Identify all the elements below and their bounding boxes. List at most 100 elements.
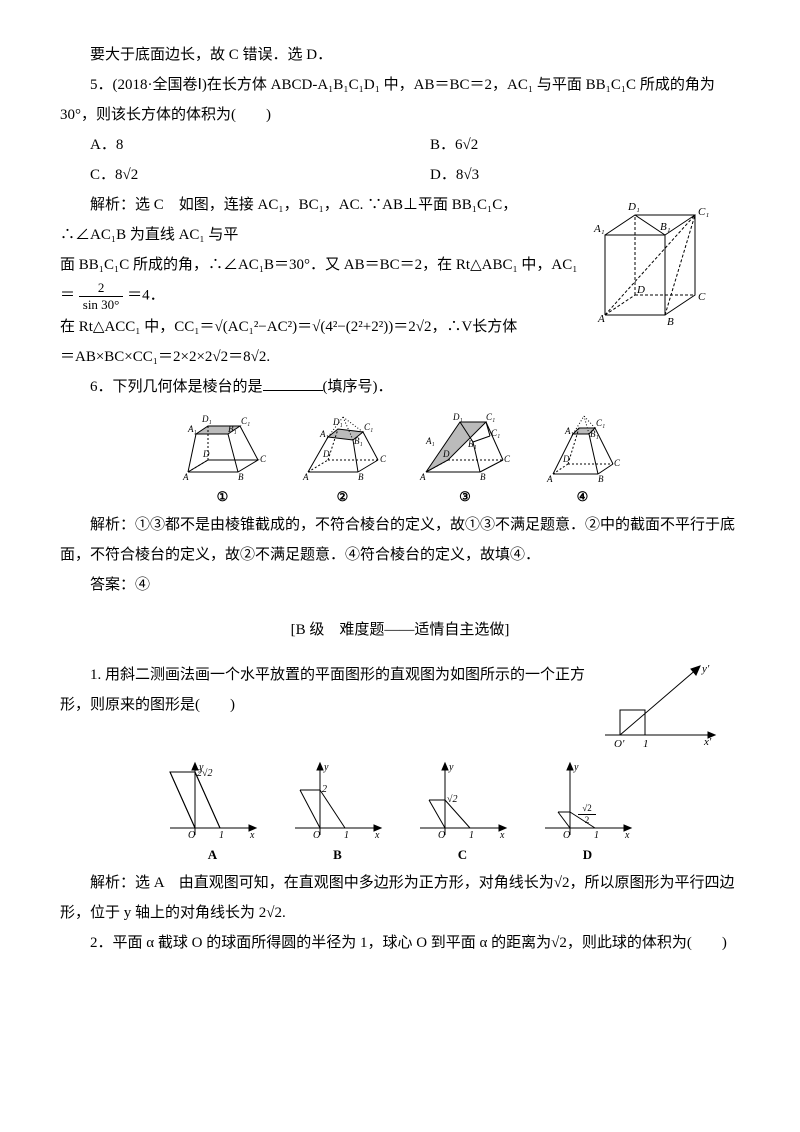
svg-text:C: C [380, 454, 387, 464]
b1-figC: O 1 x y √2 C [415, 760, 510, 868]
svg-text:2√2: 2√2 [197, 768, 213, 779]
svg-text:B₁: B₁ [354, 436, 363, 446]
q6-lab3: ③ [418, 484, 513, 510]
q6-lab4: ④ [543, 484, 623, 510]
svg-text:O: O [438, 830, 445, 840]
svg-text:O': O' [614, 738, 625, 750]
b1-figA: O1xy2√2 A [165, 760, 260, 868]
svg-text:B₁: B₁ [590, 429, 599, 439]
svg-text:A₁: A₁ [425, 436, 435, 446]
svg-text:O: O [188, 830, 195, 840]
svg-text:D₁: D₁ [452, 412, 463, 422]
svg-text:B₁: B₁ [228, 424, 237, 434]
svg-text:A: A [597, 313, 605, 325]
svg-text:B: B [667, 316, 674, 328]
svg-text:D₁: D₁ [332, 417, 343, 427]
svg-text:D₁: D₁ [627, 201, 640, 213]
top-fragment: 要大于底面边长，故 C 错误．选 D． [60, 40, 740, 70]
q6-lab1: ① [178, 484, 268, 510]
b1-figB: O 1 x y 2 B [290, 760, 385, 868]
q6-blank [263, 390, 323, 391]
svg-text:y: y [573, 762, 579, 773]
q6-ans: 答案：④ [60, 570, 740, 600]
svg-text:C₁: C₁ [491, 428, 500, 438]
svg-text:A: A [419, 472, 426, 482]
svg-text:C: C [504, 454, 511, 464]
svg-text:B: B [598, 474, 604, 482]
svg-text:C₁: C₁ [486, 412, 495, 422]
q5-sol2b: ＝4． [127, 288, 165, 304]
q6-stem-text: 6．下列几何体是棱台的是 [90, 379, 263, 395]
svg-text:C₁: C₁ [364, 422, 373, 432]
svg-text:A₁: A₁ [319, 429, 329, 439]
svg-text:x: x [249, 830, 255, 840]
q5-optA: A．8 [60, 130, 400, 160]
svg-text:x: x [499, 830, 505, 840]
q6-sol: 解析：①③都不是由棱锥截成的，不符合棱台的定义，故①③不满足题意．②中的截面不平… [60, 510, 740, 570]
b1-labD: D [540, 842, 635, 868]
svg-text:A: A [182, 472, 189, 482]
q5-optC: C．8√2 [60, 160, 400, 190]
b1-labC: C [415, 842, 510, 868]
q5-optB: B．6√2 [400, 130, 740, 160]
b1-given-figure: O' 1 x' y' [600, 660, 720, 750]
q6-figures: ABCDA₁B₁C₁D₁ ① ABCDA₁B₁C₁D₁ ② [60, 412, 740, 510]
q5-frac-num: 2 [79, 280, 124, 297]
svg-text:B₁: B₁ [468, 439, 477, 449]
b1-labA: A [165, 842, 260, 868]
svg-text:D₁: D₁ [201, 414, 212, 424]
svg-text:D: D [562, 454, 570, 464]
q6-fig2: A B C D A₁ B₁C₁ D₁ ② [298, 412, 388, 510]
svg-text:D: D [636, 284, 645, 296]
svg-text:C₁: C₁ [596, 418, 605, 428]
svg-text:1: 1 [643, 738, 649, 750]
svg-text:1: 1 [469, 830, 474, 840]
svg-text:x: x [374, 830, 380, 840]
svg-text:1: 1 [344, 830, 349, 840]
svg-text:C₁: C₁ [241, 416, 250, 426]
svg-text:1: 1 [594, 830, 599, 840]
q5-frac-den: sin 30° [79, 297, 124, 313]
svg-text:C: C [260, 454, 267, 464]
svg-text:A: A [546, 474, 553, 482]
svg-text:D: D [442, 449, 450, 459]
q5-frac: 2 sin 30° [79, 280, 124, 312]
q6-lab2: ② [298, 484, 388, 510]
q6-hint: (填序号)． [323, 379, 393, 395]
svg-text:√2: √2 [447, 794, 458, 805]
svg-text:O: O [313, 830, 320, 840]
b2-stem: 2．平面 α 截球 O 的球面所得圆的半径为 1，球心 O 到平面 α 的距离为… [60, 928, 740, 958]
q6-stem: 6．下列几何体是棱台的是 (填序号)． [60, 372, 740, 402]
q5-sol4: ＝AB×BC×CC₁＝2×2×2√2＝8√2. [60, 342, 740, 372]
svg-text:A₁: A₁ [564, 426, 574, 436]
b1-figD: O1xy √22 D [540, 760, 635, 868]
svg-text:A₁: A₁ [187, 424, 197, 434]
svg-text:y: y [448, 762, 454, 773]
q5-options-row2: C．8√2 D．8√3 [60, 160, 740, 190]
svg-text:C: C [614, 458, 621, 468]
q5-stem: 5．(2018·全国卷Ⅰ)在长方体 ABCD-A₁B₁C₁D₁ 中，AB＝BC＝… [60, 70, 740, 130]
b1-sol: 解析：选 A 由直观图可知，在直观图中多边形为正方形，对角线长为√2，所以原图形… [60, 868, 740, 928]
svg-text:D: D [202, 449, 210, 459]
q5-options-row1: A．8 B．6√2 [60, 130, 740, 160]
cube-figure: A B C D A₁ B₁ C₁ D₁ [590, 190, 720, 330]
svg-text:O: O [563, 830, 570, 840]
svg-text:B: B [358, 472, 364, 482]
svg-text:A: A [302, 472, 309, 482]
svg-text:1: 1 [219, 830, 224, 840]
svg-text:B: B [238, 472, 244, 482]
q6-fig3: ABCDA₁B₁C₁D₁C₁ ③ [418, 412, 513, 510]
svg-text:D: D [322, 449, 330, 459]
q5-optD: D．8√3 [400, 160, 740, 190]
b1-labB: B [290, 842, 385, 868]
svg-text:y': y' [701, 663, 710, 675]
svg-text:A₁: A₁ [593, 223, 605, 235]
q6-fig4: A B C D A₁ B₁C₁ ④ [543, 412, 623, 510]
svg-text:y: y [323, 762, 329, 773]
q6-fig1: A B C D A₁ B₁ C₁ D₁ ① [178, 412, 268, 510]
svg-text:C: C [698, 291, 706, 303]
b1-options: O 1 x y 2√2 A O 1 x y 2 B [60, 760, 740, 868]
section-b: [B 级 难度题——适情自主选做] [60, 615, 740, 645]
svg-text:x': x' [703, 736, 712, 748]
svg-text:2: 2 [322, 784, 327, 795]
